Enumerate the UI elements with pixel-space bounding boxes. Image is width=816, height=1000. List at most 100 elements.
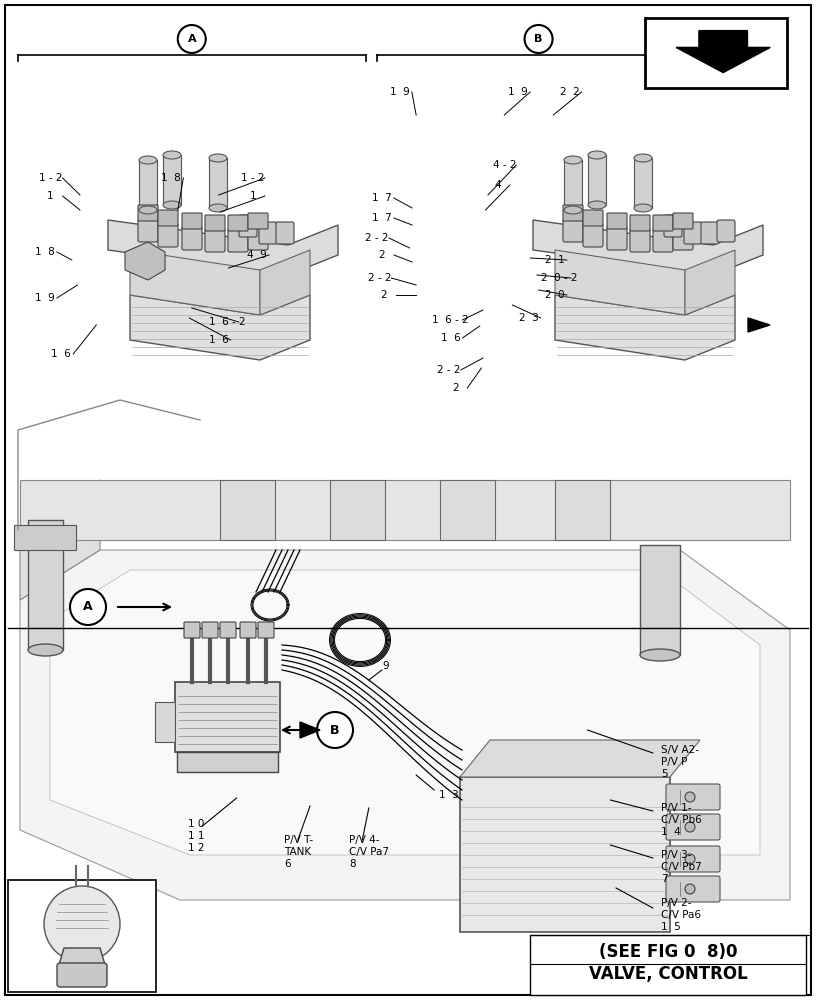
Bar <box>14 525 76 550</box>
Text: P/V 3-
C/V Pb7
7: P/V 3- C/V Pb7 7 <box>661 850 702 884</box>
Text: 2 - 2: 2 - 2 <box>368 273 391 283</box>
Circle shape <box>317 712 353 748</box>
Ellipse shape <box>209 154 227 162</box>
FancyBboxPatch shape <box>202 622 218 638</box>
Text: P/V 2-
C/V Pa6
1  5: P/V 2- C/V Pa6 1 5 <box>661 898 701 932</box>
Text: 1  9: 1 9 <box>390 87 410 97</box>
Text: 1: 1 <box>47 191 54 201</box>
FancyBboxPatch shape <box>248 226 268 250</box>
Bar <box>460 777 670 932</box>
Polygon shape <box>50 570 760 855</box>
Text: 2: 2 <box>452 383 459 393</box>
Circle shape <box>44 886 120 962</box>
Text: 2  1: 2 1 <box>545 255 565 265</box>
FancyBboxPatch shape <box>138 218 158 242</box>
Circle shape <box>685 884 695 894</box>
Text: P/V 4-
C/V Pa7
8: P/V 4- C/V Pa7 8 <box>349 835 389 869</box>
Text: S/V A2-
P/V P
5: S/V A2- P/V P 5 <box>661 745 699 779</box>
FancyBboxPatch shape <box>563 205 583 221</box>
FancyBboxPatch shape <box>228 228 248 252</box>
Polygon shape <box>130 250 260 315</box>
Text: 1  7: 1 7 <box>372 213 392 223</box>
Text: 1  8: 1 8 <box>162 173 181 183</box>
Polygon shape <box>533 220 763 275</box>
Bar <box>588 155 606 205</box>
FancyBboxPatch shape <box>239 215 257 237</box>
Polygon shape <box>130 295 310 360</box>
Circle shape <box>685 792 695 802</box>
Bar <box>155 702 175 742</box>
Ellipse shape <box>634 154 652 162</box>
Bar <box>440 480 495 540</box>
FancyBboxPatch shape <box>666 784 720 810</box>
FancyBboxPatch shape <box>205 228 225 252</box>
FancyBboxPatch shape <box>205 215 225 231</box>
Text: A: A <box>188 34 196 44</box>
Circle shape <box>178 25 206 53</box>
Bar <box>645 18 787 88</box>
Text: 1 - 2: 1 - 2 <box>242 173 264 183</box>
Text: 1: 1 <box>250 191 256 201</box>
FancyBboxPatch shape <box>228 215 248 231</box>
Bar <box>530 935 806 995</box>
Ellipse shape <box>640 649 680 661</box>
FancyBboxPatch shape <box>158 210 178 226</box>
Polygon shape <box>460 740 700 777</box>
Text: B: B <box>534 34 543 44</box>
FancyBboxPatch shape <box>630 228 650 252</box>
Polygon shape <box>20 480 100 600</box>
Polygon shape <box>20 550 790 900</box>
Ellipse shape <box>634 204 652 212</box>
Text: 1  6 - 2: 1 6 - 2 <box>432 315 468 325</box>
Ellipse shape <box>564 206 582 214</box>
Ellipse shape <box>163 151 181 159</box>
Polygon shape <box>260 250 310 315</box>
Text: 1  3: 1 3 <box>439 790 459 800</box>
Ellipse shape <box>588 201 606 209</box>
FancyBboxPatch shape <box>182 213 202 229</box>
Text: 2  0 - 2: 2 0 - 2 <box>541 273 577 283</box>
Text: 1  6: 1 6 <box>51 349 71 359</box>
Text: (SEE FIG 0  8)0: (SEE FIG 0 8)0 <box>599 943 737 961</box>
Bar <box>175 682 280 752</box>
Bar <box>177 752 278 772</box>
Bar <box>330 480 385 540</box>
Text: 1  9: 1 9 <box>35 293 55 303</box>
FancyBboxPatch shape <box>666 846 720 872</box>
Polygon shape <box>748 318 770 332</box>
FancyBboxPatch shape <box>666 814 720 840</box>
Text: 1 0
1 1
1 2: 1 0 1 1 1 2 <box>188 819 204 853</box>
FancyBboxPatch shape <box>563 218 583 242</box>
Bar <box>564 160 582 210</box>
Text: 1  6: 1 6 <box>441 333 460 343</box>
Text: 2 - 2: 2 - 2 <box>437 365 460 375</box>
FancyBboxPatch shape <box>673 226 693 250</box>
Text: 2 - 2: 2 - 2 <box>366 233 388 243</box>
FancyBboxPatch shape <box>240 622 256 638</box>
FancyBboxPatch shape <box>248 213 268 229</box>
Text: VALVE, CONTROL: VALVE, CONTROL <box>588 965 747 983</box>
FancyBboxPatch shape <box>258 622 274 638</box>
Text: 2  3: 2 3 <box>519 313 539 323</box>
Text: 1  7: 1 7 <box>372 193 392 203</box>
Bar <box>220 480 275 540</box>
Text: 2: 2 <box>379 250 385 260</box>
Text: 4: 4 <box>494 180 501 190</box>
FancyBboxPatch shape <box>666 876 720 902</box>
Text: 1  8: 1 8 <box>35 247 55 257</box>
Text: P/V T-
TANK
6: P/V T- TANK 6 <box>284 835 313 869</box>
Polygon shape <box>555 250 685 315</box>
Text: 2  2: 2 2 <box>560 87 579 97</box>
Text: 4 - 2: 4 - 2 <box>493 160 516 170</box>
Text: B: B <box>330 724 339 736</box>
Ellipse shape <box>209 204 227 212</box>
Bar <box>634 158 652 208</box>
Ellipse shape <box>139 206 157 214</box>
Polygon shape <box>555 295 735 360</box>
FancyBboxPatch shape <box>607 226 627 250</box>
Bar <box>8 880 156 992</box>
Text: 2  0: 2 0 <box>545 290 565 300</box>
FancyBboxPatch shape <box>138 205 158 221</box>
Text: P/V 1-
C/V Pb6
1  4: P/V 1- C/V Pb6 1 4 <box>661 803 702 837</box>
FancyBboxPatch shape <box>220 622 236 638</box>
